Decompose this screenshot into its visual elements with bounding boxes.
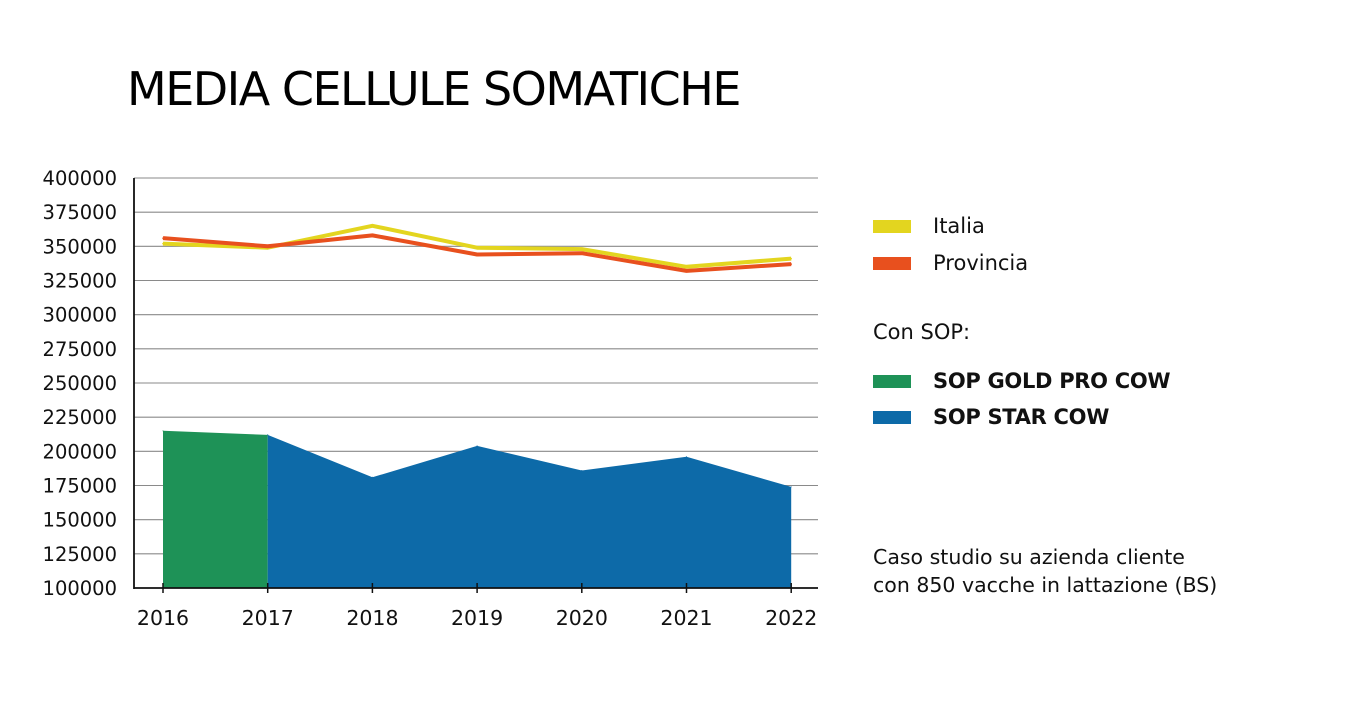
- point-sop-gold-pro-cow-2016: [162, 430, 164, 432]
- legend-label-sop-gold-pro-cow: SOP GOLD PRO COW: [933, 369, 1171, 393]
- point-italia-2022: [790, 257, 792, 260]
- y-tick-label-175000: 175000: [43, 475, 117, 498]
- legend-swatch-italia: [873, 219, 911, 233]
- x-tick-label-2020: 2020: [556, 606, 608, 630]
- legend-swatch-sop-star-cow: [873, 410, 911, 424]
- point-italia-2018: [371, 225, 374, 227]
- y-tick-label-200000: 200000: [43, 440, 117, 463]
- axes: [133, 178, 818, 593]
- point-sop-star-cow-2022: [790, 486, 792, 488]
- x-tick-label-2017: 2017: [242, 606, 294, 630]
- point-provincia-2022: [790, 263, 792, 265]
- y-tick-label-100000: 100000: [43, 577, 117, 600]
- x-tick-label-2016: 2016: [137, 606, 189, 630]
- point-sop-star-cow-2020: [581, 469, 583, 471]
- point-provincia-2019: [476, 253, 478, 256]
- legend-swatch-provincia: [873, 256, 911, 270]
- legend-item-sop-star-cow: SOP STAR COW: [873, 404, 1109, 430]
- point-sop-star-cow-2019: [476, 445, 478, 447]
- point-provincia-2017: [266, 245, 269, 248]
- legend-swatch-sop-gold-pro-cow: [873, 374, 911, 388]
- legend-item-provincia: Provincia: [873, 250, 1028, 276]
- area-series: [162, 430, 792, 588]
- point-provincia-2018: [371, 234, 374, 237]
- y-tick-label-125000: 125000: [43, 543, 117, 566]
- y-tick-label-275000: 275000: [43, 338, 117, 361]
- chart-title: MEDIA CELLULE SOMATICHE: [127, 62, 741, 116]
- line-series: [162, 223, 792, 273]
- note-line-2: con 850 vacche in lattazione (BS): [873, 573, 1218, 597]
- point-provincia-2016: [162, 237, 164, 239]
- y-tick-label-325000: 325000: [43, 270, 117, 293]
- point-sop-star-cow-2021: [686, 456, 687, 458]
- x-tick-labels: 2016 2017 2018 2019 2020 2021 2022: [137, 606, 817, 630]
- legend-label-italia: Italia: [933, 214, 985, 238]
- x-tick-label-2022: 2022: [765, 606, 817, 630]
- point-italia-2020: [581, 248, 583, 250]
- legend-label-provincia: Provincia: [933, 251, 1029, 275]
- point-sop-star-cow-2018: [371, 476, 373, 478]
- x-tick-label-2019: 2019: [451, 606, 503, 630]
- y-tick-label-225000: 225000: [43, 406, 117, 429]
- x-tick-label-2021: 2021: [660, 606, 712, 630]
- x-tick-label-2018: 2018: [346, 606, 398, 630]
- y-tick-label-150000: 150000: [43, 509, 117, 532]
- y-tick-label-250000: 250000: [43, 372, 117, 395]
- legend-item-italia: Italia: [873, 213, 985, 239]
- area-sop-star-cow: [267, 434, 792, 588]
- legend-label-sop-star-cow: SOP STAR COW: [933, 405, 1110, 429]
- y-tick-label-375000: 375000: [43, 201, 117, 224]
- point-italia-2019: [476, 246, 478, 249]
- point-provincia-2020: [581, 252, 583, 254]
- point-italia-2016: [162, 242, 164, 245]
- point-italia-2021: [685, 266, 688, 268]
- area-sop-gold-pro-cow: [163, 430, 268, 588]
- note-line-1: Caso studio su azienda cliente: [873, 545, 1185, 569]
- y-tick-label-300000: 300000: [43, 304, 117, 327]
- point-provincia-2021: [685, 270, 688, 272]
- legend-item-sop-gold-pro-cow: SOP GOLD PRO COW: [873, 368, 1171, 394]
- y-tick-labels: 400000 375000 350000 325000 300000 275000 2500…: [43, 167, 117, 600]
- y-tick-label-400000: 400000: [43, 167, 117, 190]
- case-study-note: Caso studio su azienda cliente con 850 v…: [873, 543, 1217, 599]
- legend-group-label: Con SOP:: [873, 320, 971, 344]
- y-tick-label-350000: 350000: [43, 235, 117, 258]
- point-sop-star-cow-2017: [267, 434, 269, 436]
